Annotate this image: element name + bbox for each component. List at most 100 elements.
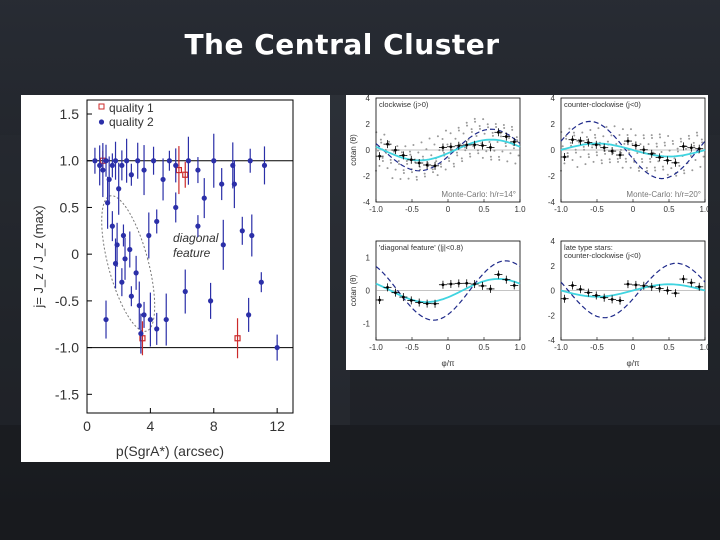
background-point [637, 166, 640, 169]
background-point [687, 134, 690, 137]
background-point [387, 140, 390, 143]
data-point [586, 291, 590, 295]
background-point [642, 134, 645, 137]
background-point [623, 142, 626, 145]
x-axis-label: φ/π [627, 359, 640, 368]
data-point [409, 298, 413, 302]
background-point [477, 152, 480, 155]
data-point [441, 283, 445, 287]
background-point [397, 160, 400, 163]
background-point [684, 147, 687, 150]
data-point [425, 302, 429, 306]
x-tick-label: -1.0 [554, 343, 568, 352]
data-point [618, 299, 622, 302]
background-point [676, 147, 679, 150]
background-point [464, 149, 467, 152]
background-point [436, 174, 439, 177]
background-point [585, 135, 588, 138]
background-point [676, 150, 679, 153]
background-point [568, 127, 571, 130]
background-point [579, 155, 582, 158]
data-point [378, 154, 381, 158]
background-point [379, 138, 382, 141]
subplot-3: 1 0 -1 -1.0 -0.5 0 0.5 1.0 'diagonal feature' (|… [349, 240, 526, 368]
background-point [481, 156, 484, 159]
y-tick-label: 0 [551, 287, 556, 296]
data-point [571, 138, 574, 142]
data-point-quality-2 [246, 312, 252, 318]
y-tick-label: 2 [366, 120, 371, 129]
background-point [634, 134, 637, 137]
data-point [634, 283, 638, 287]
x-tick-label: 0.5 [478, 343, 490, 352]
background-point [444, 168, 447, 171]
subplot-title: 'diagonal feature' (|j|<0.8) [379, 243, 464, 252]
background-point [589, 129, 592, 132]
data-point [504, 278, 508, 282]
background-point [561, 145, 564, 148]
model-curve-cyan [375, 277, 521, 304]
data-point-quality-2 [239, 228, 245, 234]
background-point [683, 172, 686, 175]
background-point [400, 151, 403, 154]
background-point [571, 158, 574, 161]
background-point [449, 132, 452, 135]
background-point [613, 125, 616, 128]
subplot-4: 4 2 0 -2 -4-1.0 -0.5 0 0.5 1.0 late type stars:co… [548, 237, 711, 368]
data-point-quality-2 [247, 158, 253, 164]
x-tick-label: 0 [446, 343, 451, 352]
subplot-title: clockwise (j>0) [379, 100, 429, 109]
data-point [571, 284, 574, 287]
background-point [673, 157, 676, 160]
background-point [700, 138, 703, 141]
data-point-quality-2 [274, 344, 280, 351]
data-point-quality-2 [182, 288, 188, 295]
data-point-quality-2 [119, 162, 125, 169]
data-point-quality-2 [141, 312, 147, 318]
background-point [425, 148, 428, 151]
background-point [498, 158, 501, 161]
x-tick-label: -0.5 [405, 343, 419, 352]
background-point [632, 157, 635, 160]
background-point [616, 157, 619, 160]
data-point [394, 148, 397, 152]
background-point [587, 153, 590, 156]
background-point [444, 129, 447, 132]
data-point [504, 135, 508, 138]
background-point [506, 160, 509, 163]
data-point [650, 152, 654, 156]
background-point [483, 132, 486, 135]
background-point [389, 161, 392, 164]
background-point [692, 141, 695, 144]
background-point [383, 133, 386, 136]
x-axis-label: p(SgrA*) (arcsec) [116, 443, 224, 459]
background-point [473, 117, 476, 120]
subplot-2: 4 2 0 -2 -4-1.0 -0.5 0 0.5 1.0 counter-clockwise … [548, 94, 711, 214]
y-tick-label: -2 [363, 172, 371, 181]
y-tick-label: -2 [548, 311, 556, 320]
background-point [389, 158, 392, 161]
data-point [697, 147, 701, 151]
subplot-title: counter-clockwise (j<0) [564, 100, 641, 109]
background-point [660, 151, 663, 154]
background-point [453, 165, 456, 168]
background-point [640, 158, 643, 161]
data-point-quality-2 [173, 204, 179, 211]
data-point [425, 163, 429, 167]
background-point [517, 154, 520, 157]
background-point [405, 159, 408, 162]
background-point [574, 151, 577, 154]
x-tick-label: 0.5 [663, 205, 675, 214]
background-point [491, 134, 494, 137]
data-point-quality-2 [127, 246, 133, 253]
background-point [647, 143, 650, 146]
y-axis-label: j= J_z / J_z (max) [31, 205, 46, 308]
background-point [578, 141, 581, 144]
data-point [465, 281, 469, 285]
background-point [474, 120, 477, 123]
x-tick-label: -1.0 [554, 205, 568, 214]
subplot-1: 4 2 0 -2 -4-1.0 -0.5 0 0.5 1.0 clockwise (j>0) Mon… [349, 94, 526, 214]
background-point [605, 125, 608, 128]
x-axis-label: φ/π [442, 359, 455, 368]
x-tick-label: 0 [631, 205, 636, 214]
